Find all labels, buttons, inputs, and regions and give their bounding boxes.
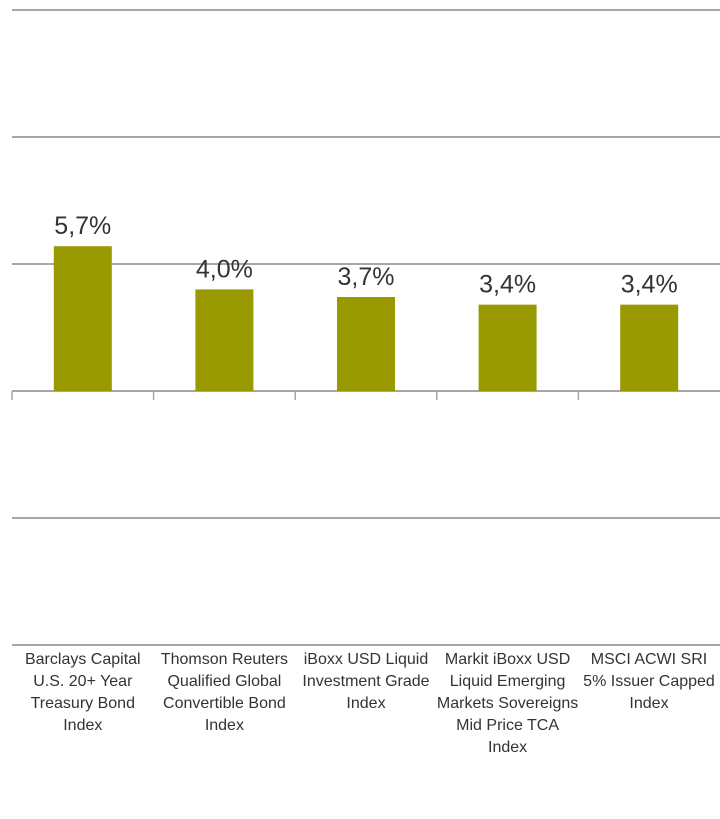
x-tick-label: MSCI ACWI SRI 5% Issuer Capped Index xyxy=(583,651,715,712)
x-tick-label: Markit iBoxx USD Liquid Emerging Markets… xyxy=(436,651,579,756)
value-label: 5,7% xyxy=(54,212,111,240)
bar xyxy=(53,246,112,391)
value-label: 3,4% xyxy=(621,271,678,299)
value-label: 3,4% xyxy=(479,271,536,299)
bar xyxy=(620,304,679,391)
value-label: 3,7% xyxy=(338,263,395,291)
x-tick-label: Thomson Reuters Qualified Global Convert… xyxy=(160,651,288,734)
value-label: 4,0% xyxy=(196,255,253,283)
x-tick-label: iBoxx USD Liquid Investment Grade Index xyxy=(302,651,430,712)
bar xyxy=(478,304,537,391)
bar xyxy=(337,297,395,391)
x-tick-label: Barclays Capital U.S. 20+ Year Treasury … xyxy=(24,651,141,734)
bar xyxy=(195,289,254,391)
